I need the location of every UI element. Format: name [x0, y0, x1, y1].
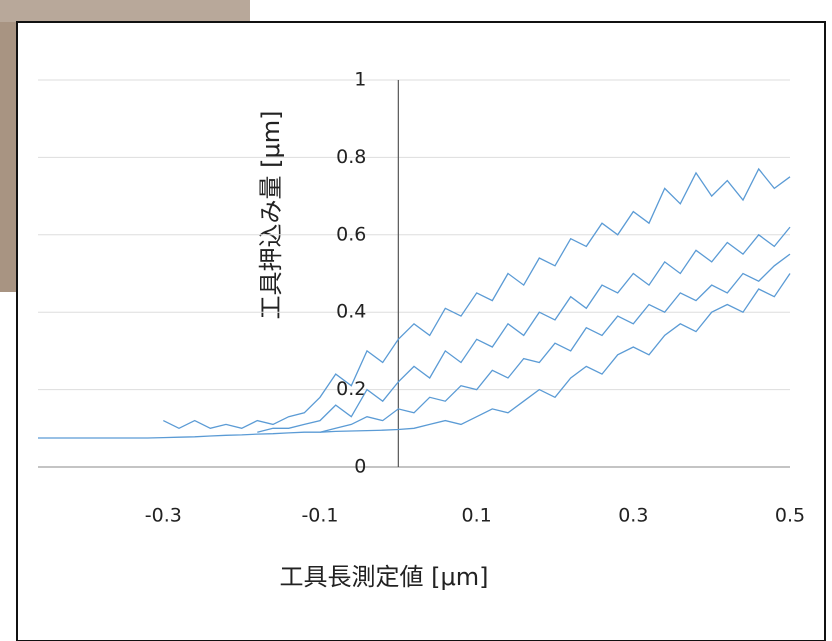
y-tick-label: 0.6	[336, 223, 366, 245]
data-line	[38, 273, 791, 439]
x-tick-label: -0.3	[145, 505, 182, 527]
data-line	[257, 226, 791, 433]
x-axis-title: 工具長測定値 [μm]	[279, 563, 488, 591]
y-axis-title: 工具押込み量 [μm]	[257, 110, 285, 319]
frame	[16, 21, 826, 641]
y-tick-label: 0	[354, 456, 366, 478]
y-tick-label: 0.8	[336, 146, 366, 168]
x-tick-label: 0.1	[462, 505, 492, 527]
data-line	[163, 167, 791, 430]
y-tick-label: 0.2	[336, 378, 366, 400]
x-tick-label: 0.5	[775, 505, 805, 527]
photo-fragment	[0, 0, 250, 22]
x-tick-label: 0.3	[618, 505, 648, 527]
photo-fragment	[0, 22, 18, 292]
data-line	[319, 253, 791, 433]
y-tick-label: 0.4	[336, 301, 366, 323]
x-tick-label: -0.1	[301, 505, 338, 527]
y-tick-label: 1	[354, 69, 366, 91]
